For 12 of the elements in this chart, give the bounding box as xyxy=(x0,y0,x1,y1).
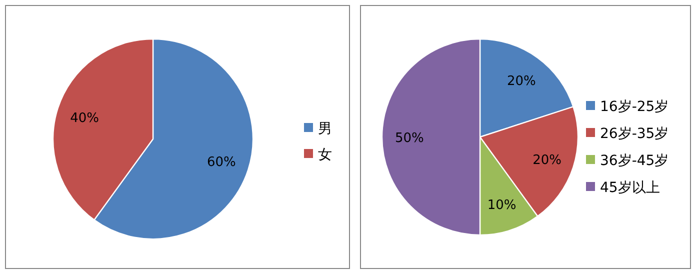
data-label: 50% xyxy=(394,131,424,146)
data-label: 60% xyxy=(207,155,236,170)
data-label: 40% xyxy=(70,110,99,126)
legend-label: 女 xyxy=(318,147,332,163)
data-label: 20% xyxy=(532,152,562,168)
legend-label: 16岁-25岁 xyxy=(600,99,669,115)
legend-label: 男 xyxy=(318,121,332,137)
legend-label: 45岁以上 xyxy=(600,180,660,196)
legend-label: 26岁-35岁 xyxy=(600,126,669,142)
data-label: 20% xyxy=(507,74,536,89)
data-label: 10% xyxy=(487,198,516,214)
legend-label: 36岁-45岁 xyxy=(600,153,669,169)
